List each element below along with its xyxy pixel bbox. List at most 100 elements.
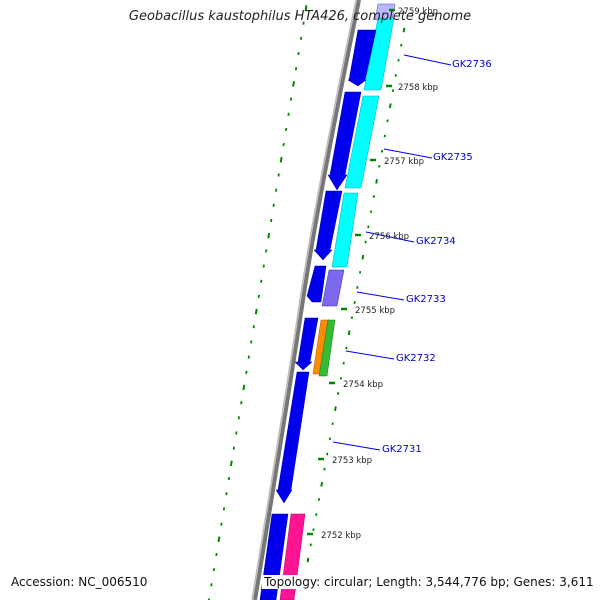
kbp-label-2756: 2756 kbp bbox=[369, 232, 409, 242]
outer-scale-dot bbox=[245, 370, 248, 374]
feature-cyan-gk2735 bbox=[344, 95, 380, 189]
outer-scale-dot bbox=[260, 279, 263, 283]
gene-arrow-gk2731 bbox=[275, 371, 310, 504]
label-leader-line bbox=[345, 350, 395, 360]
inner-scale-dot bbox=[367, 225, 370, 229]
topology-label: Topology: circular; Length: 3,544,776 bp… bbox=[262, 575, 596, 589]
outer-scale-dot bbox=[302, 21, 305, 25]
inner-scale-dot bbox=[388, 103, 392, 109]
inner-scale-dot bbox=[372, 195, 375, 198]
outer-scale-dot bbox=[270, 218, 273, 223]
outer-scale-dot bbox=[220, 522, 223, 526]
outer-scale-dot bbox=[229, 460, 233, 467]
inner-scale-dot bbox=[315, 513, 318, 516]
inner-scale-dot bbox=[402, 27, 406, 33]
outer-scale-dot bbox=[262, 264, 265, 268]
gene-arrow-gk2732 bbox=[294, 317, 319, 371]
outer-scale-dot bbox=[299, 36, 303, 40]
outer-scale-dot bbox=[279, 156, 283, 163]
kbp-label-2759: 2759 kbp bbox=[398, 7, 438, 17]
outer-scale-dot bbox=[304, 5, 308, 11]
outer-scale-dot bbox=[217, 536, 221, 543]
outer-scale-dot bbox=[289, 97, 293, 101]
feature-track-1 bbox=[259, 29, 377, 600]
inner-scale-dot bbox=[323, 467, 326, 471]
inner-scale-dot bbox=[400, 43, 403, 47]
feature-green-gk2732 bbox=[318, 319, 336, 377]
inner-scale-dot bbox=[391, 89, 395, 92]
inner-scale-dot bbox=[317, 498, 321, 501]
outer-scale-dot bbox=[222, 507, 226, 511]
label-leader-line bbox=[332, 441, 381, 451]
gene-label-gk2732: GK2732 bbox=[396, 353, 436, 364]
gene-label-gk2736: GK2736 bbox=[452, 59, 492, 70]
inner-scale-dot bbox=[337, 392, 340, 395]
outer-scale-dot bbox=[277, 173, 280, 177]
inner-scale-dot bbox=[328, 437, 332, 441]
outer-scale-dot bbox=[287, 112, 290, 116]
outer-scale-dot bbox=[232, 446, 235, 450]
gene-label-gk2735: GK2735 bbox=[433, 152, 473, 163]
gene-label-gk2734: GK2734 bbox=[416, 236, 456, 247]
outer-scale-dot bbox=[297, 51, 300, 56]
label-leader-lines bbox=[332, 54, 452, 451]
inner-scale-dot bbox=[356, 286, 359, 289]
outer-scale-dot bbox=[215, 552, 218, 557]
label-leader-line bbox=[383, 148, 433, 159]
kbp-label-2755: 2755 kbp bbox=[355, 306, 395, 316]
outer-scale-dot bbox=[292, 81, 295, 87]
outer-scale-dot bbox=[294, 67, 298, 71]
inner-scale-dot bbox=[342, 361, 345, 365]
outer-scale-dot bbox=[282, 142, 285, 147]
inner-scale-dot bbox=[353, 301, 356, 304]
gene-arrow-gk2733 bbox=[306, 265, 327, 303]
outer-scale-dot bbox=[240, 401, 243, 405]
inner-scale-dot bbox=[394, 74, 397, 77]
label-leader-line bbox=[365, 231, 415, 243]
inner-scale-dot bbox=[380, 149, 384, 153]
feature-slate-gk2733 bbox=[321, 269, 345, 307]
outer-scale-dots bbox=[208, 5, 308, 600]
inner-scale-dot bbox=[306, 557, 310, 563]
kbp-label-2758: 2758 kbp bbox=[398, 83, 438, 93]
kbp-label-2753: 2753 kbp bbox=[332, 456, 372, 466]
outer-scale-dot bbox=[250, 340, 253, 344]
inner-scale-dot bbox=[320, 481, 324, 487]
outer-scale-dot bbox=[275, 188, 278, 192]
gene-label-gk2731: GK2731 bbox=[382, 444, 422, 455]
kbp-label-2757: 2757 kbp bbox=[384, 157, 424, 167]
kbp-label-2752: 2752 kbp bbox=[321, 531, 361, 541]
outer-scale-dot bbox=[225, 492, 228, 496]
inner-scale-dot bbox=[375, 179, 378, 184]
inner-scale-dots bbox=[306, 27, 406, 563]
gene-arrow-gk2734 bbox=[313, 190, 343, 261]
inner-scale-dot bbox=[386, 119, 389, 123]
gene-arrow-gk2735 bbox=[327, 91, 362, 191]
outer-scale-dot bbox=[242, 384, 246, 391]
label-leader-line bbox=[403, 54, 452, 66]
feature-cyan-gk2734 bbox=[331, 192, 359, 268]
inner-scale-dot bbox=[334, 406, 337, 411]
label-leader-line bbox=[356, 291, 405, 301]
genome-backbone-highlight bbox=[251, 0, 357, 600]
outer-scale-dot bbox=[252, 325, 255, 329]
outer-scale-dot bbox=[272, 203, 275, 207]
kbp-label-2754: 2754 kbp bbox=[343, 380, 383, 390]
outer-scale-dot bbox=[237, 416, 240, 420]
genome-backbone bbox=[253, 0, 361, 600]
inner-scale-dot bbox=[361, 254, 365, 260]
accession-label: Accession: NC_006510 bbox=[9, 575, 150, 589]
kbp-ticks bbox=[307, 8, 395, 536]
outer-scale-dot bbox=[212, 568, 216, 572]
outer-scale-dot bbox=[267, 232, 271, 239]
inner-scale-dot bbox=[309, 543, 312, 547]
outer-scale-dot bbox=[210, 583, 213, 587]
outer-scale-dot bbox=[254, 308, 258, 315]
gene-label-gk2733: GK2733 bbox=[406, 294, 446, 305]
outer-scale-dot bbox=[257, 294, 260, 299]
map-title: Geobacillus kaustophilus HTA426, complet… bbox=[128, 9, 472, 24]
gene-arrow-gk2736 bbox=[347, 29, 377, 87]
feature-cyan-gk2736 bbox=[363, 17, 395, 91]
